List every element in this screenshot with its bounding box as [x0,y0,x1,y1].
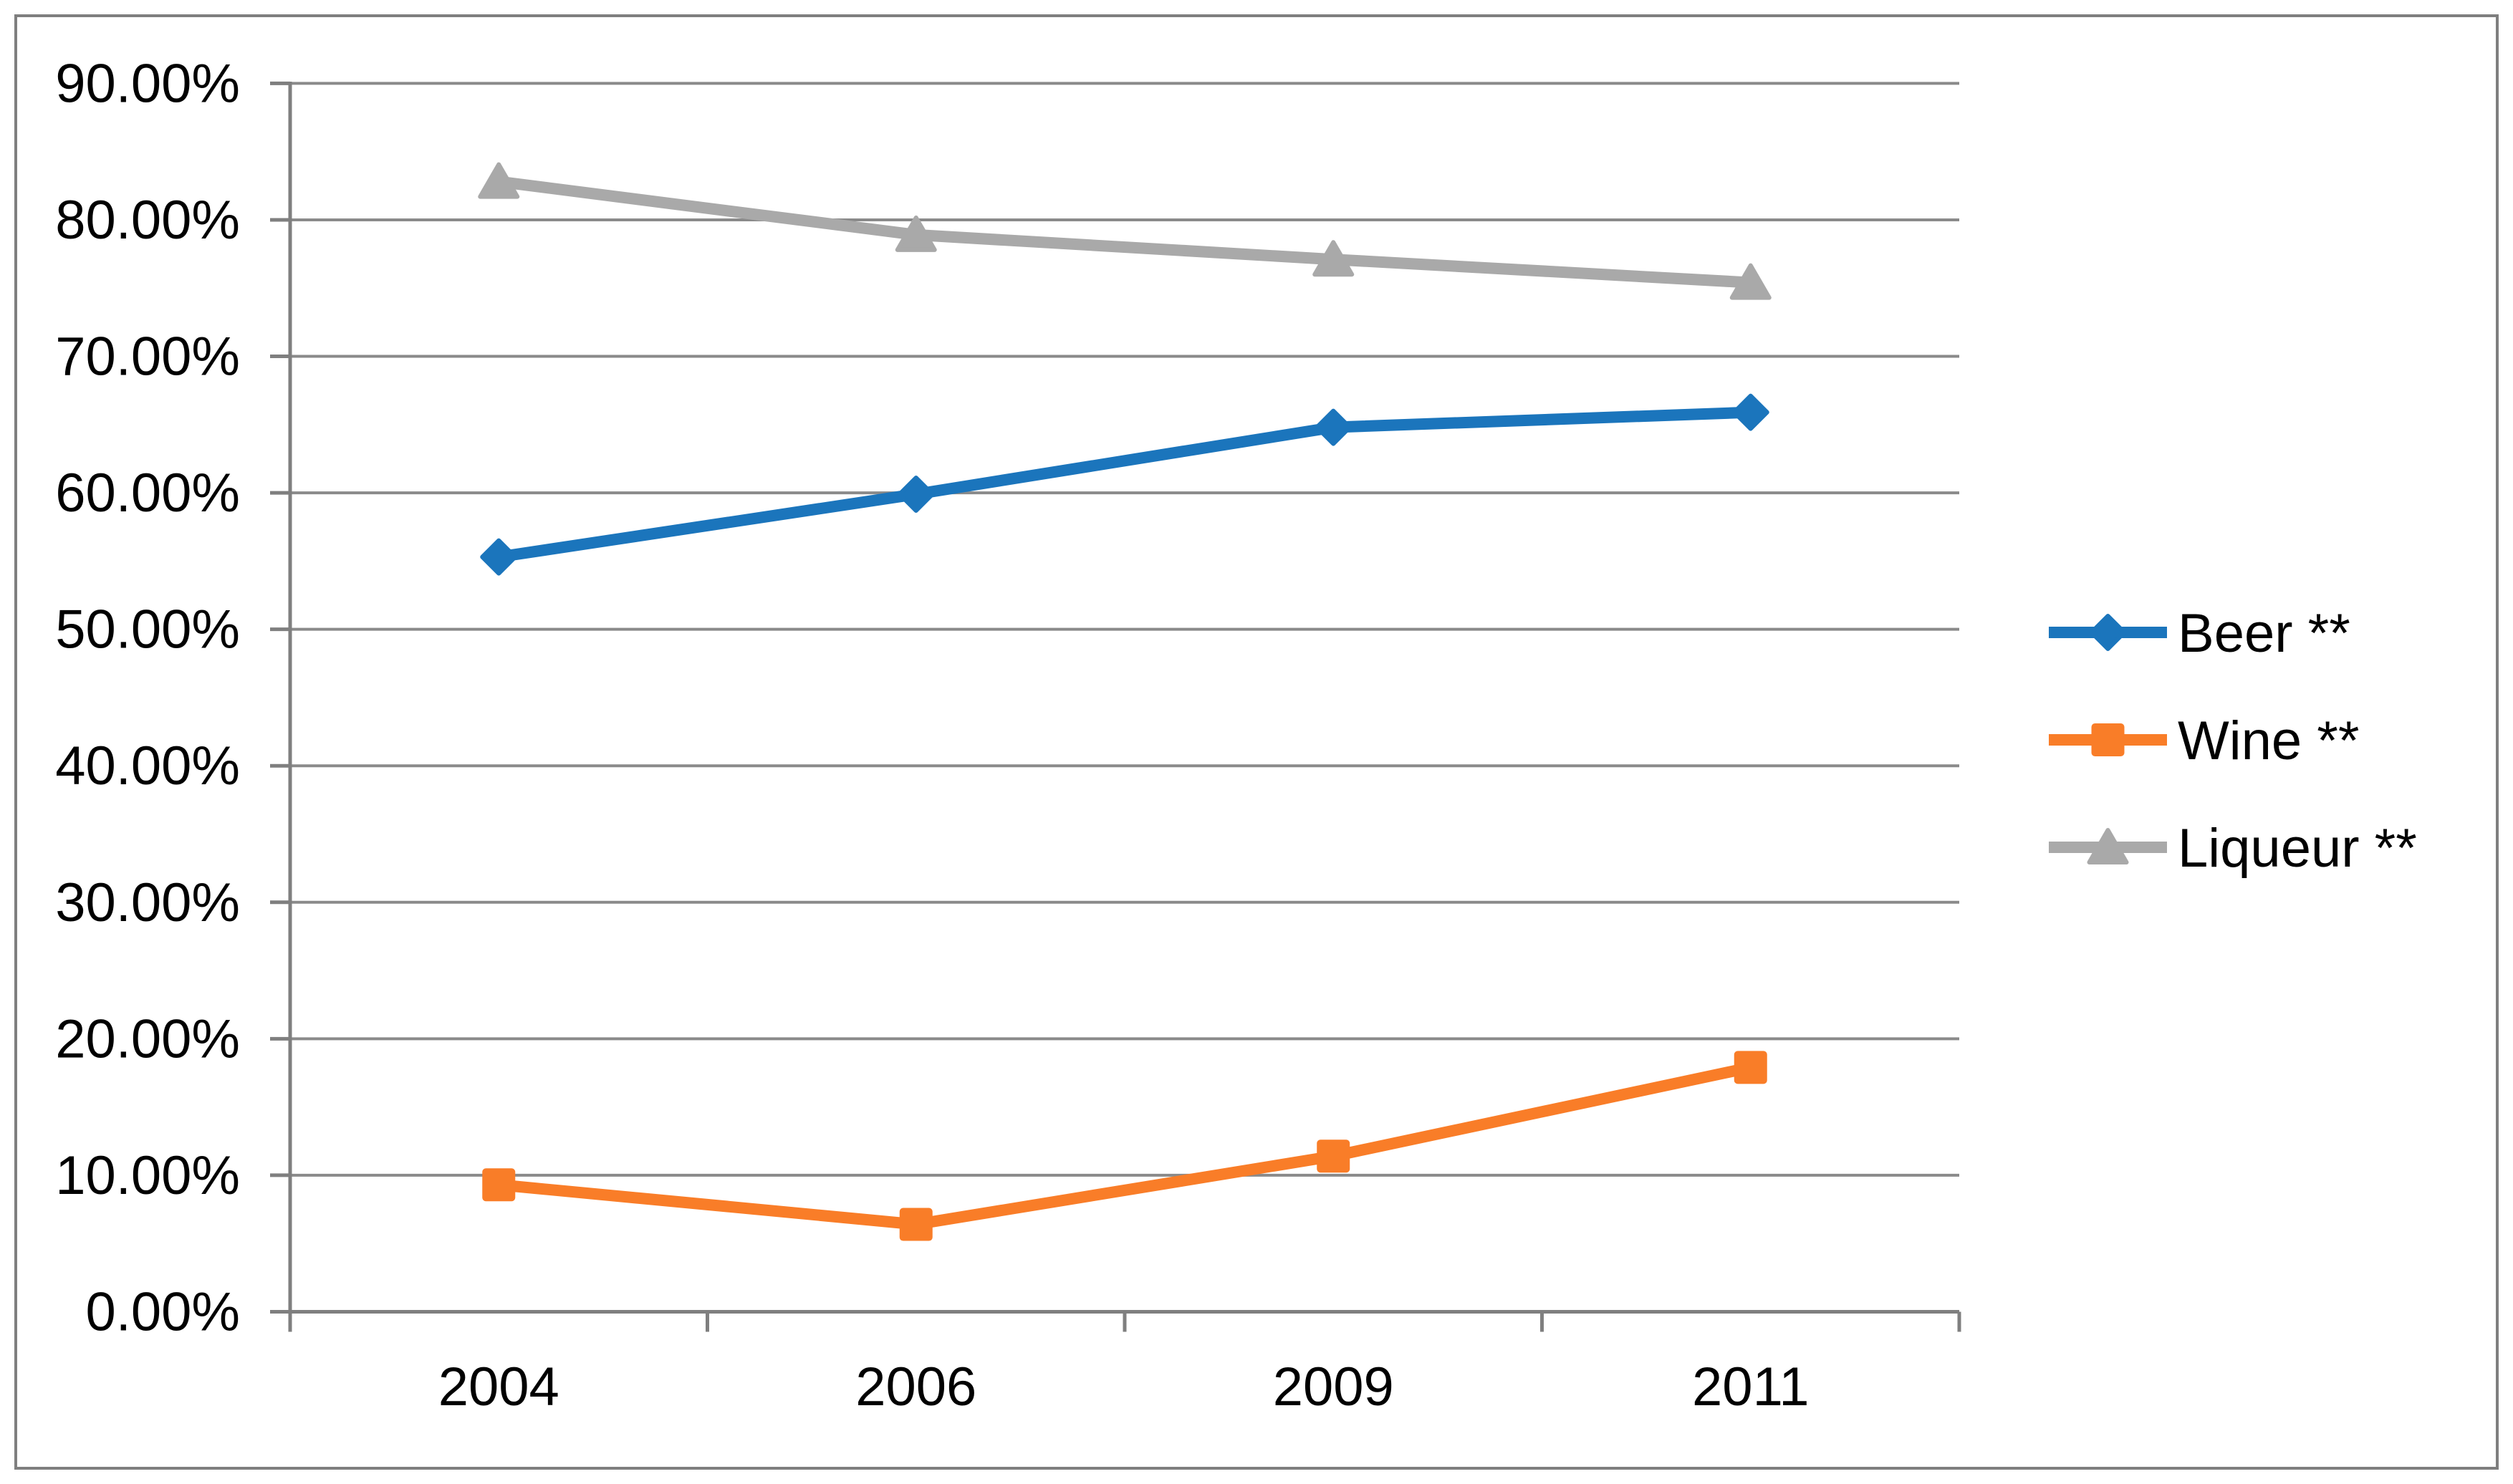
legend-label: Beer ** [2178,603,2350,664]
y-axis-label: 10.00% [55,1145,240,1206]
x-axis-label: 2011 [1692,1357,1809,1417]
series-marker [1731,393,1769,431]
x-axis-label: 2004 [438,1357,559,1417]
series-marker [478,162,520,199]
y-axis-label: 80.00% [55,190,240,251]
series-line [498,1061,1752,1230]
y-axis-label: 0.00% [86,1282,241,1343]
series-marker [899,1208,933,1241]
chart-border [14,14,2499,1470]
series-marker [897,475,935,513]
legend-marker [2087,828,2129,864]
series-marker [480,538,518,576]
x-axis-label: 2006 [855,1357,976,1417]
series-line [498,406,1752,563]
series-marker [895,215,937,252]
legend-label: Wine ** [2178,710,2359,771]
series-line [498,175,1752,289]
series-marker [482,1168,516,1202]
y-axis-label: 20.00% [55,1008,240,1069]
y-axis-label: 30.00% [55,872,240,933]
x-axis-label: 2009 [1273,1357,1394,1417]
legend-label: Liqueur ** [2178,818,2417,879]
series-marker [1729,263,1772,300]
series-marker [1317,1140,1350,1173]
y-axis-label: 50.00% [55,599,240,660]
series-marker [1734,1051,1767,1084]
y-axis-label: 60.00% [55,463,240,524]
series-marker [1312,240,1355,277]
y-axis-label: 70.00% [55,327,240,387]
series-marker [1315,408,1352,446]
y-axis-label: 40.00% [55,736,240,796]
legend-marker [2091,723,2125,756]
y-axis-label: 90.00% [55,53,240,114]
legend-marker [2089,614,2127,651]
